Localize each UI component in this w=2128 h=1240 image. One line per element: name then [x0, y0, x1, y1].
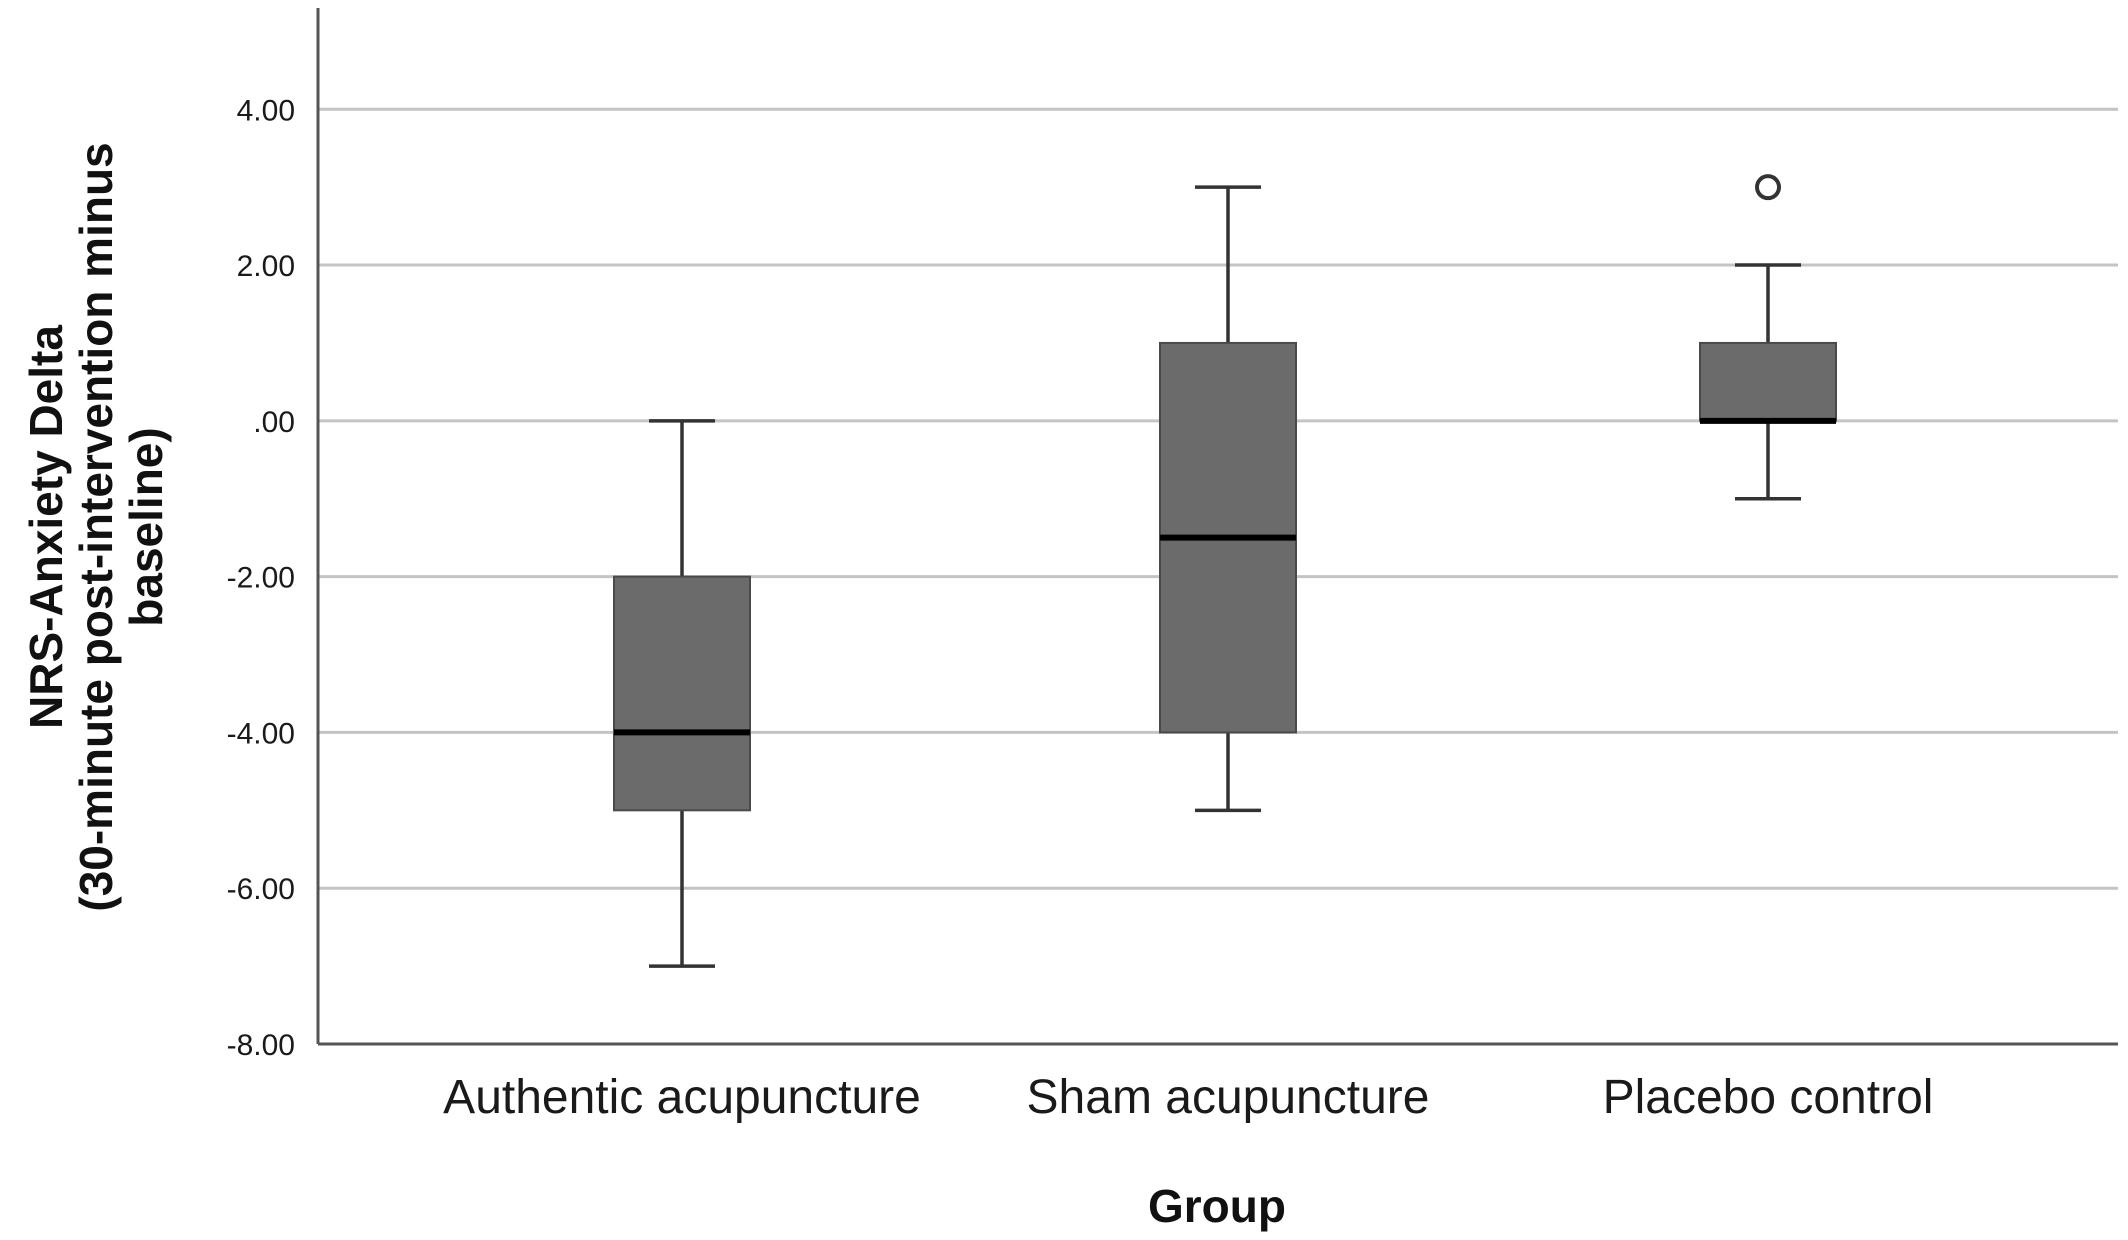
- y-tick-label-4: .00: [253, 406, 295, 439]
- y-axis-title-line-3: baseline): [120, 427, 172, 626]
- x-category-label-2: Placebo control: [1603, 1071, 1934, 1124]
- boxes-layer: [613, 174, 1837, 968]
- x-category-label-1: Sham acupuncture: [1027, 1071, 1430, 1124]
- y-tick-label-6: 4.00: [237, 94, 295, 127]
- y-tick-labels: -8.00 -6.00 -4.00 -2.00 .00 2.00 4.00: [227, 94, 295, 1062]
- y-axis-title-line-1: NRS-Anxiety Delta: [20, 325, 72, 729]
- box-group-1: [1159, 185, 1297, 813]
- y-tick-label-2: -4.00: [227, 717, 295, 750]
- x-category-label-0: Authentic acupuncture: [443, 1071, 921, 1124]
- y-axis-title: NRS-Anxiety Delta (30-minute post-interv…: [20, 142, 172, 911]
- box-2: [1699, 341, 1837, 422]
- x-category-labels: Authentic acupuncture Sham acupuncture Pla…: [443, 1071, 1933, 1124]
- box-0: [613, 575, 751, 812]
- y-tick-label-0: -8.00: [227, 1029, 295, 1062]
- y-tick-label-3: -2.00: [227, 562, 295, 595]
- y-axis-title-line-2: (30-minute post-intervention minus: [70, 142, 122, 911]
- x-axis-title: Group: [1148, 1180, 1286, 1232]
- y-tick-label-1: -6.00: [227, 873, 295, 906]
- y-tick-label-5: 2.00: [237, 250, 295, 283]
- outlier-point-2-0: [1755, 174, 1781, 201]
- box-group-2: [1699, 174, 1837, 501]
- box-group-0: [613, 419, 751, 968]
- axes: [316, 8, 2118, 1046]
